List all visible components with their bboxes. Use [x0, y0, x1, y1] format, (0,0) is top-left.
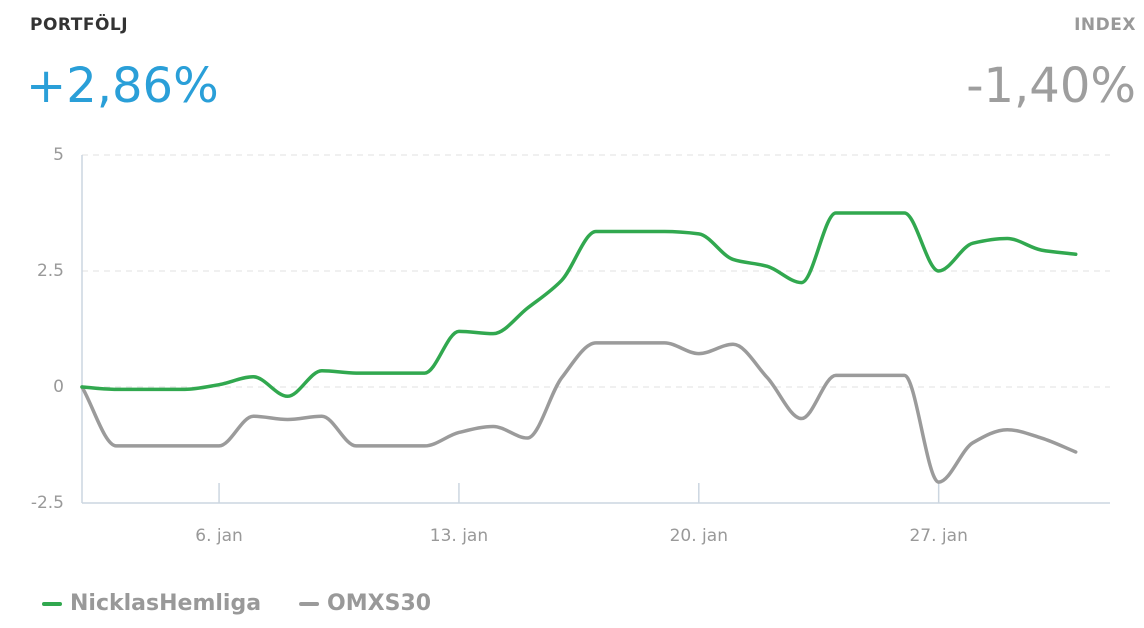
portfolio-label: PORTFÖLJ [30, 15, 129, 35]
y-tick-label: 0 [53, 377, 64, 397]
x-tick-label: 27. jan [909, 526, 967, 546]
y-tick-label: -2.5 [31, 493, 64, 513]
legend-label: NicklasHemliga [70, 591, 261, 616]
index-value: -1,40% [966, 58, 1136, 114]
legend-label: OMXS30 [327, 591, 431, 616]
series-line [80, 341, 1078, 484]
portfolio-value: +2,86% [26, 58, 219, 114]
x-tick-label: 13. jan [430, 526, 488, 546]
x-tick-label: 6. jan [195, 526, 243, 546]
series-line [80, 211, 1078, 399]
y-tick-label: 2.5 [37, 261, 64, 281]
x-tick-label: 20. jan [670, 526, 728, 546]
y-tick-label: 5 [53, 145, 64, 165]
index-label: INDEX [1074, 15, 1136, 35]
